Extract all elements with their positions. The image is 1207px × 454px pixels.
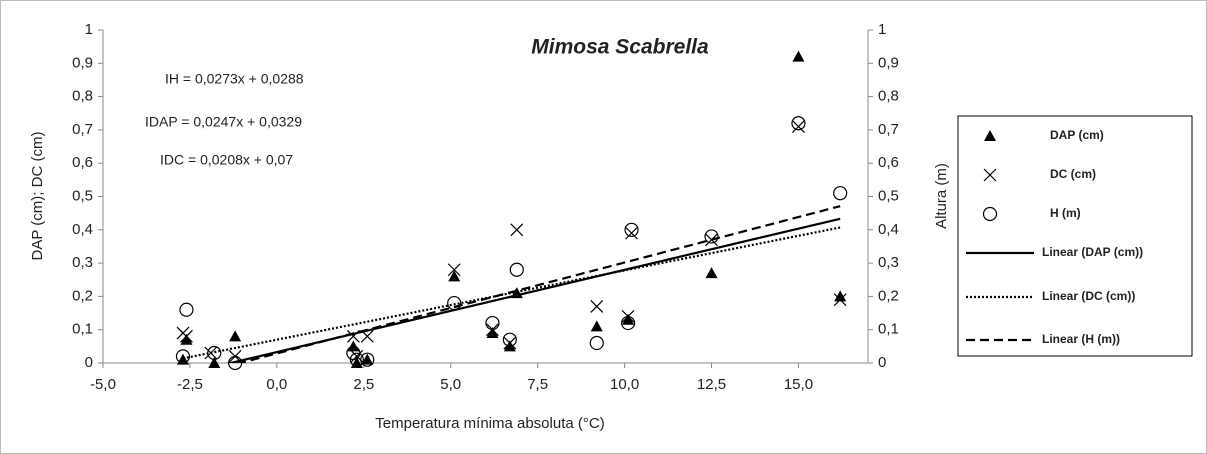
plot-area (182, 205, 841, 363)
y-tick-label: 0,8 (72, 88, 93, 105)
y-tick-label: 1 (85, 21, 93, 38)
x-tick-label: 5,0 (440, 376, 461, 393)
y2-tick-label: 0,7 (878, 121, 899, 138)
x-marker (590, 299, 604, 313)
triangle-marker (984, 130, 996, 141)
legend-label: Linear (DC (cm)) (1042, 289, 1135, 303)
x-marker (625, 226, 638, 240)
circle-marker (485, 315, 500, 331)
x-marker (447, 263, 461, 277)
triangle-marker (510, 287, 523, 299)
x-marker (360, 329, 374, 343)
circle-marker (207, 345, 222, 361)
y-tick-label: 0,4 (72, 221, 93, 238)
circle-marker (346, 345, 361, 361)
y-axis-label: DAP (cm); DC (cm) (29, 132, 46, 261)
y-tick-label: 0,6 (72, 154, 93, 171)
y-tick-label: 0,1 (72, 321, 93, 338)
triangle-marker (448, 270, 461, 282)
y2-tick-label: 0,1 (878, 321, 899, 338)
legend-label: DAP (cm) (1050, 128, 1104, 142)
y-tick-label: 0,7 (72, 121, 93, 138)
circle-marker (349, 352, 364, 367)
circle-marker (502, 332, 517, 347)
x-marker (346, 329, 360, 343)
x-tick-label: 2,5 (353, 376, 374, 393)
circle-marker (791, 116, 806, 131)
triangle-marker (180, 333, 193, 345)
y-tick-label: 0 (85, 354, 93, 371)
y2-tick-label: 0,2 (878, 287, 899, 304)
equation: IH = 0,0273x + 0,0288 (165, 71, 304, 87)
x-tick-label: -2,5 (177, 376, 203, 393)
y2-axis-label: Altura (m) (933, 163, 950, 229)
y-tick-label: 0,9 (72, 54, 93, 71)
x-tick-label: 10,0 (610, 376, 639, 393)
circle-marker (982, 206, 998, 222)
x-marker (833, 293, 847, 307)
triangle-marker (361, 353, 374, 365)
y2-tick-label: 0 (878, 354, 886, 371)
x-marker (983, 168, 997, 182)
legend-box (957, 115, 1193, 357)
y2-tick-label: 0,4 (878, 221, 899, 238)
circle-marker (447, 295, 462, 311)
equation: IDC = 0,0208x + 0,07 (160, 152, 293, 168)
x-tick-label: 0,0 (266, 376, 287, 393)
circle-marker (589, 335, 604, 351)
circle-marker (360, 352, 375, 367)
chart-title: Mimosa Scabrella (531, 36, 709, 59)
triangle-marker (792, 50, 805, 62)
triangle-marker (229, 330, 242, 342)
circle-marker (833, 186, 848, 201)
y2-tick-label: 0,8 (878, 88, 899, 105)
legend-label: Linear (DAP (cm)) (1042, 245, 1143, 259)
triangle-marker (590, 320, 603, 332)
triangle-marker (705, 267, 718, 279)
circle-marker (624, 222, 639, 237)
legend-label: DC (cm) (1050, 167, 1096, 181)
triangle-marker (486, 327, 499, 339)
triangle-marker (622, 313, 635, 325)
legend-label: Linear (H (m)) (1042, 332, 1120, 346)
circle-marker (228, 355, 243, 371)
y2-tick-label: 0,6 (878, 154, 899, 171)
y2-tick-label: 0,5 (878, 187, 899, 204)
x-marker (510, 223, 524, 237)
x-marker (503, 336, 517, 350)
x-tick-label: -5,0 (90, 376, 116, 393)
y2-tick-label: 1 (878, 21, 886, 38)
y2-tick-label: 0,9 (878, 54, 899, 71)
x-axis-label: Temperatura mínima absoluta (°C) (375, 415, 604, 432)
circle-marker (179, 302, 194, 317)
circle-marker (704, 229, 719, 244)
x-tick-label: 12,5 (697, 376, 726, 393)
triangle-marker (834, 290, 847, 302)
triangle-marker (347, 340, 360, 352)
y-tick-label: 0,5 (72, 187, 93, 204)
x-marker (705, 233, 718, 247)
x-marker (204, 346, 218, 360)
y-tick-label: 0,3 (72, 254, 93, 271)
trendline (235, 205, 841, 363)
y-tick-label: 0,2 (72, 287, 93, 304)
circle-marker (175, 349, 191, 364)
x-tick-label: 15,0 (784, 376, 813, 393)
circle-marker (620, 315, 636, 331)
y2-tick-label: 0,3 (878, 254, 899, 271)
circle-marker (509, 262, 524, 277)
x-tick-label: 7,5 (527, 376, 548, 393)
x-marker (180, 329, 193, 343)
legend-label: H (m) (1050, 206, 1081, 220)
x-marker (792, 120, 805, 133)
triangle-marker (208, 357, 221, 368)
equation: IDAP = 0,0247x + 0,0329 (145, 114, 302, 130)
